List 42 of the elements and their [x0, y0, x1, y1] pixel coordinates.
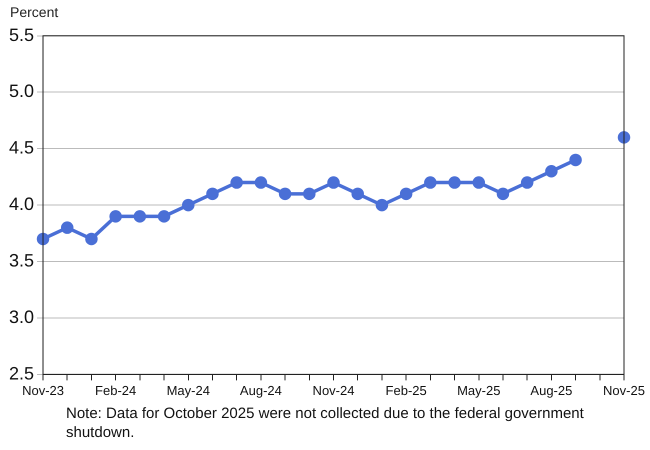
- text: Note: Data for October 2025 were not collected due to the federal government shutdown.: [66, 404, 585, 442]
- y-tick-label: 2.5: [8, 363, 34, 384]
- point: [327, 176, 340, 189]
- point: [182, 198, 195, 212]
- point: [424, 176, 437, 189]
- point: [60, 221, 74, 234]
- point: [278, 188, 292, 200]
- y-axis-title: Percent: [10, 4, 58, 20]
- y-tick-label: 3.0: [8, 306, 34, 327]
- y-tick-label: 4.0: [8, 194, 34, 214]
- y-tick-label: 3.5: [8, 250, 34, 270]
- point: [448, 176, 461, 189]
- point: [520, 176, 534, 189]
- y-tick-label: 5.0: [8, 81, 34, 102]
- x-tick-label: Aug-25: [530, 382, 572, 398]
- x-tick-label: May-24: [166, 382, 210, 398]
- point: [351, 188, 364, 200]
- point: [376, 198, 388, 212]
- point: [230, 176, 243, 189]
- point: [158, 210, 170, 223]
- point: [36, 232, 50, 246]
- point: [134, 210, 146, 223]
- y-tick-label: 5.5: [8, 24, 34, 45]
- point: [254, 176, 268, 189]
- point: [618, 131, 630, 144]
- point: [400, 188, 412, 200]
- x-tick-label: May-25: [457, 382, 500, 398]
- point: [472, 176, 486, 189]
- x-tick-label: Feb-24: [95, 382, 136, 398]
- x-tick-label: Nov-25: [603, 382, 645, 398]
- point: [496, 188, 510, 200]
- x-tick-label: Nov-24: [312, 382, 354, 398]
- point: [206, 188, 219, 200]
- point: [569, 154, 582, 166]
- point: [85, 232, 98, 246]
- x-tick-label: Feb-25: [386, 382, 427, 398]
- point: [303, 188, 316, 200]
- point: [545, 164, 558, 178]
- point: [109, 210, 122, 223]
- y-tick-label: 4.5: [8, 138, 34, 158]
- x-tick-label: Aug-24: [240, 382, 282, 398]
- x-tick-label: Nov-23: [22, 382, 64, 398]
